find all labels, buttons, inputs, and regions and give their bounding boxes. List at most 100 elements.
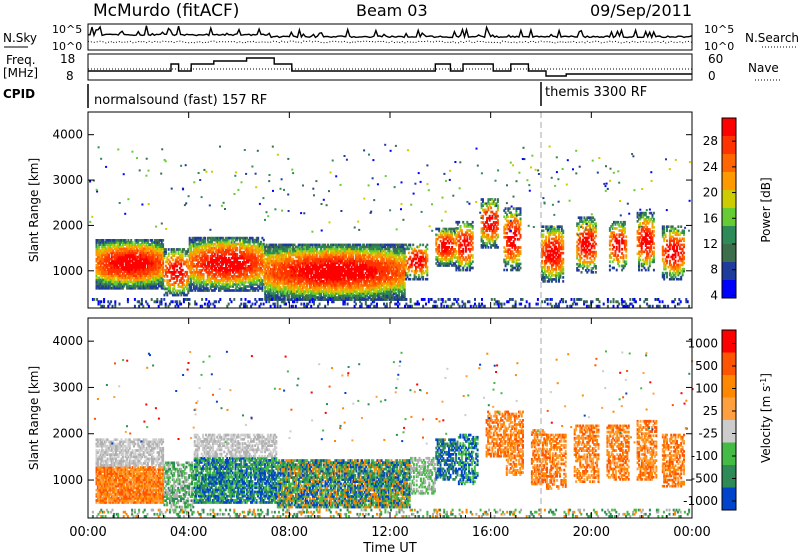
date-title: 09/Sep/2011 [590,1,692,20]
heatmap-cell [101,251,104,255]
heatmap-cell [128,255,131,259]
heatmap-cell [95,257,98,261]
heatmap-cell [227,261,230,264]
heatmap-cell [177,248,180,251]
heatmap-cell [208,279,211,282]
heatmap-cell [177,270,180,274]
heatmap-cell [173,262,176,266]
heatmap-cell [206,238,209,242]
heatmap-cell [99,239,102,242]
heatmap-cell [211,289,213,292]
heatmap-cell [126,286,129,290]
heatmap-cell [197,263,200,266]
heatmap-cell [213,281,216,284]
heatmap-cell [162,268,165,271]
heatmap-cell [134,253,137,257]
nave-tick-high: 60 [708,52,723,66]
heatmap-cell [194,244,197,248]
heatmap-cell [241,279,244,282]
heatmap-cell [195,283,198,286]
heatmap-cell [160,264,163,267]
heatmap-cell [156,239,159,242]
heatmap-cell [156,274,159,278]
heatmap-cell [178,248,181,251]
heatmap-cell [250,244,253,248]
heatmap-cell [213,275,216,278]
heatmap-cell [101,266,104,269]
heatmap-cell [194,285,197,288]
heatmap-cell [95,284,98,288]
heatmap-cell [216,254,219,258]
heatmap-cell [160,280,163,284]
heatmap-cell [192,271,195,274]
heatmap-cell [251,256,254,260]
heatmap-cell [151,243,153,246]
heatmap-cell [181,291,184,295]
heatmap-cell [246,244,248,248]
heatmap-cell [145,247,148,251]
heatmap-cell [216,265,219,268]
heatmap-cell [246,250,248,254]
heatmap-cell [116,286,119,290]
heatmap-cell [218,244,220,248]
heatmap-cell [198,283,201,286]
heatmap-cell [145,253,148,257]
heatmap-cell [117,247,120,251]
heatmap-cell [226,267,229,270]
heatmap-cell [239,281,241,284]
heatmap-cell [162,259,165,263]
heatmap-cell [146,255,149,259]
heatmap-cell [170,273,173,276]
heatmap-cell [167,270,170,274]
heatmap-cell [222,242,225,246]
heatmap-cell [156,249,159,253]
heatmap-cell [109,286,112,290]
heatmap-cell [110,264,113,267]
heatmap-cell [218,263,220,266]
heatmap-cell [180,285,183,289]
heatmap-cell [202,240,205,244]
heatmap-cell [151,251,153,255]
heatmap-cell [110,272,113,275]
heatmap-cell [119,284,122,288]
heatmap-cell [98,284,101,288]
heatmap-cell [103,270,106,273]
heatmap-cell [213,258,216,262]
heatmap-cell [110,278,113,282]
heatmap-cell [188,271,191,274]
heatmap-cell [108,272,110,275]
heatmap-cell [243,281,246,284]
heatmap-cell [222,238,225,242]
heatmap-cell [191,236,194,240]
heatmap-cell [102,253,105,257]
heatmap-cell [222,287,225,290]
heatmap-cell [145,259,148,263]
heatmap-cell [117,249,120,253]
heatmap-cell [194,265,197,268]
heatmap-cell [113,272,116,275]
heatmap-cell [208,244,211,248]
heatmap-cell [103,243,106,246]
heatmap-cell [153,270,156,273]
heatmap-cell [144,253,147,257]
heatmap-cell [232,277,234,280]
heatmap-cell [195,236,198,240]
heatmap-cell [191,271,194,274]
heatmap-cell [173,266,176,270]
heatmap-cell [190,285,193,288]
heatmap-cell [248,285,251,288]
heatmap-cell [169,266,172,270]
heatmap-cell [145,278,148,282]
heatmap-cell [156,272,159,275]
heatmap-cell [142,249,145,253]
heatmap-cell [121,245,124,248]
heatmap-cell [108,239,110,242]
heatmap-cell [237,271,240,274]
heatmap-cell [149,266,152,269]
heatmap-cell [188,246,191,250]
heatmap-cell [218,246,220,250]
heatmap-cell [199,285,202,288]
heatmap-cell [105,282,108,286]
heatmap-cell [141,255,144,259]
heatmap-cell [253,275,255,278]
